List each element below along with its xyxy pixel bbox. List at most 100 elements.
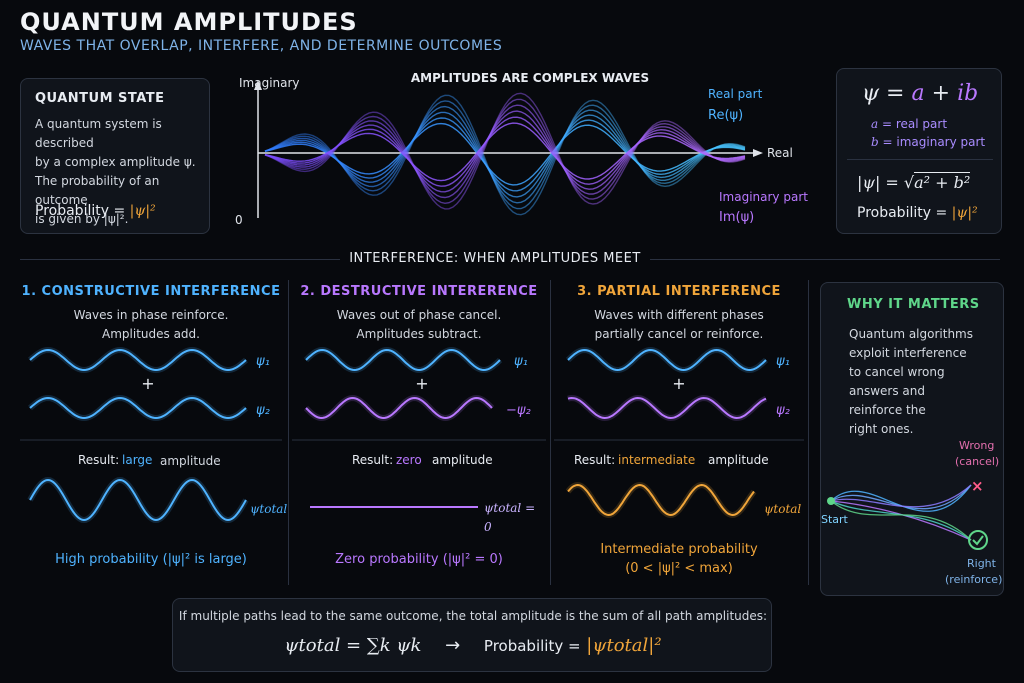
partial-total-curve [567, 483, 755, 517]
partial-desc-2: partially cancel or reinforce. [594, 327, 764, 341]
constructive-plus: + [141, 374, 154, 393]
partial-probability-2: (0 < |ψ|² < max) [625, 561, 733, 576]
why-line-4: answers and [849, 384, 925, 398]
constructive-total-wave-area [27, 476, 249, 524]
right-path [830, 500, 972, 541]
constructive-total-curve [29, 478, 247, 522]
state-line-1: A quantum system is described [35, 117, 162, 150]
partial-psi1: ψ₁ [776, 354, 790, 369]
footer-prob-formula: |ψtotal|² [586, 635, 662, 656]
footer-arrow-icon: → [445, 635, 461, 656]
footer-panel: If multiple paths lead to the same outco… [172, 598, 772, 672]
destructive-desc-2: Amplitudes subtract. [356, 327, 482, 341]
constructive-result-word: large [122, 453, 152, 467]
why-panel: WHY IT MATTERS Quantum algorithms exploi… [820, 282, 1004, 596]
quantum-state-heading: QUANTUM STATE [35, 91, 165, 106]
imaginary-part-label: Imaginary part [719, 190, 808, 204]
destructive-result-suffix: amplitude [432, 453, 493, 467]
start-node [827, 497, 835, 505]
partial-result-suffix: amplitude [708, 453, 769, 467]
imaginary-part-symbol: Im(ψ) [719, 210, 754, 225]
interference-title: INTERFERENCE: WHEN AMPLITUDES MEET [349, 251, 641, 266]
real-axis-arrow-icon [753, 149, 763, 157]
partial-probability-1: Intermediate probability [600, 542, 758, 557]
real-part-wave [264, 94, 746, 216]
partial-wave-2 [567, 394, 768, 422]
constructive-total-wave [27, 476, 249, 524]
state-probability: Probability = |ψ|² [35, 203, 156, 219]
destructive-wave-2 [303, 394, 495, 422]
destructive-plus: + [415, 374, 428, 393]
b-definition-symbol: b [871, 135, 879, 149]
check-mark-icon [972, 535, 984, 546]
destructive-result-word: zero [396, 453, 422, 467]
destructive-wave-1 [303, 346, 503, 374]
constructive-desc-2: Amplitudes add. [102, 327, 200, 341]
quantum-state-panel: QUANTUM STATE A quantum system is descri… [20, 78, 210, 234]
partial-probability: Intermediate probability (0 < |ψ|² < max… [554, 540, 804, 578]
destructive-psi1-curve [305, 348, 501, 372]
real-part-strand [264, 122, 746, 186]
formula-prob-value: |ψ|² [951, 205, 978, 221]
partial-wave-1 [565, 346, 769, 374]
destructive-desc: Waves out of phase cancel. Amplitudes su… [292, 306, 546, 344]
constructive-psi1-curve [29, 348, 247, 372]
constructive-psi1: ψ₁ [256, 354, 270, 369]
footer-prob-label: Probability = [483, 637, 581, 655]
constructive-result-suffix: amplitude [160, 454, 221, 468]
formula-prob-label: Probability = [857, 205, 948, 221]
why-start-label: Start [821, 513, 849, 526]
b-definition-text: = imaginary part [882, 135, 986, 149]
psi-definition-plus: + [931, 81, 951, 106]
state-prob-label: Probability = [35, 203, 126, 219]
destructive-probability: Zero probability (|ψ|² = 0) [335, 552, 503, 567]
axis-origin-label: 0 [235, 213, 243, 227]
complex-wave-diagram: Imaginary Real 0 AMPLITUDES ARE COMPLEX … [235, 71, 808, 227]
why-line-3: to cancel wrong [849, 365, 945, 379]
constructive-desc: Waves in phase reinforce. Amplitudes add… [20, 306, 282, 344]
real-part-symbol: Re(ψ) [708, 108, 743, 123]
interference-rule-left [20, 259, 340, 260]
partial-waves: ψ₁ + ψ₂ Result: intermediate amplitude [554, 346, 804, 467]
destructive-psi2: −ψ₂ [506, 403, 531, 418]
real-part-label: Real part [708, 87, 763, 101]
formula-probability: Probability = |ψ|² [857, 205, 978, 221]
page-title: QUANTUM AMPLITUDES [20, 8, 358, 36]
psi-definition-ib: ib [957, 81, 979, 106]
destructive-total-label: ψtotal = 0 [484, 501, 536, 534]
destructive-waves: ψ₁ + −ψ₂ Result: zero amplitude [292, 346, 546, 508]
modulus-formula: |ψ| = √a² + b² [857, 172, 971, 192]
b-definition: b = imaginary part [871, 133, 985, 152]
constructive-column: 1. CONSTRUCTIVE INTERFERENCE Waves in ph… [20, 280, 287, 580]
partial-psi2-curve [567, 396, 767, 420]
a-definition-text: = real part [881, 117, 948, 131]
partial-plus: + [672, 374, 685, 393]
psi-definition-a: a [911, 81, 925, 106]
state-line-3: The probability of an outcome [35, 174, 160, 207]
constructive-probability: High probability (|ψ|² is large) [55, 552, 247, 567]
state-line-2: by a complex amplitude ψ. [35, 155, 196, 169]
page-subtitle: WAVES THAT OVERLAP, INTERFERE, AND DETER… [20, 38, 503, 54]
imaginary-part-strand [264, 116, 746, 187]
wrong-path [830, 484, 972, 508]
real-part-strand [264, 94, 746, 216]
destructive-column: 2. DESTRUCTIVE INTERERENCE Waves out of … [292, 280, 546, 580]
partial-desc: Waves with different phases partially ca… [554, 306, 804, 344]
destructive-result-prefix: Result: [352, 453, 393, 467]
interference-rule-right [650, 259, 1000, 260]
constructive-wave-2 [28, 394, 248, 422]
destructive-psi1: ψ₁ [514, 354, 528, 369]
partial-desc-1: Waves with different phases [594, 308, 764, 322]
column-divider-3 [808, 280, 809, 585]
partial-total-label: ψtotal [764, 502, 802, 516]
destructive-heading: 2. DESTRUCTIVE INTERERENCE [300, 284, 538, 299]
why-line-1: Quantum algorithms [849, 327, 973, 341]
why-heading: WHY IT MATTERS [847, 297, 980, 312]
partial-total-wave [565, 481, 757, 519]
why-wrong-1: Wrong [959, 439, 994, 452]
partial-column: 3. PARTIAL INTERFERENCE Waves with diffe… [554, 280, 804, 580]
state-line-4: is given by |ψ|². [35, 212, 129, 226]
footer-sum-formula: ψtotal = ∑k ψk [284, 635, 422, 656]
destructive-psi2-curve [305, 396, 493, 420]
partial-result-word: intermediate [618, 453, 695, 467]
